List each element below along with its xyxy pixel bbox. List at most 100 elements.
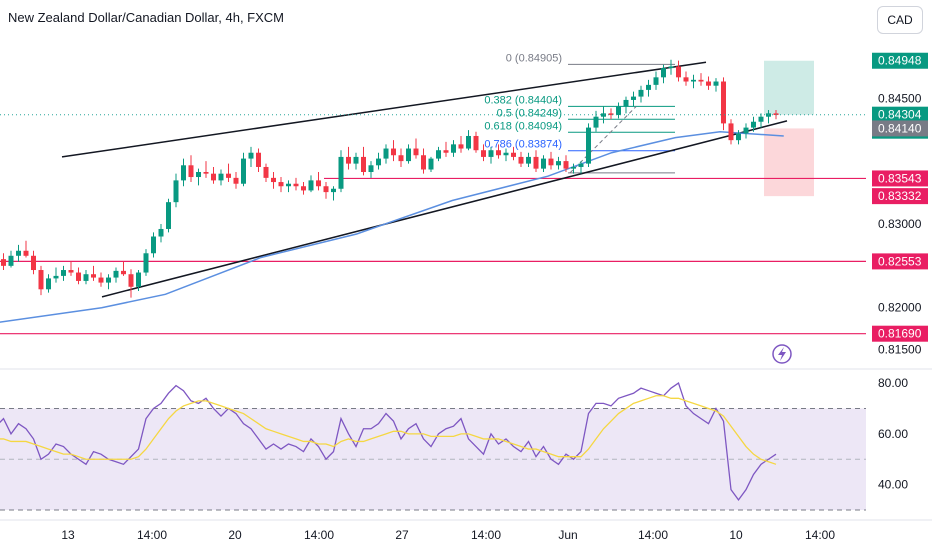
candle-body [301, 186, 306, 191]
candle-body [308, 180, 314, 191]
candle-body [106, 277, 111, 283]
candle-body [233, 177, 239, 184]
rsi-axis[interactable]: 80.00 60.00 40.00 [878, 376, 908, 492]
candle-body [646, 84, 651, 90]
horizontal-levels [0, 177, 866, 335]
candle-body [683, 77, 689, 82]
candle-body [76, 272, 81, 281]
candle-body [578, 163, 584, 167]
price-tag: 0.83332 [872, 188, 928, 205]
candle-body [1, 259, 6, 266]
candle-body [526, 156, 531, 164]
candle-body [256, 152, 261, 167]
candle-body [91, 274, 96, 278]
candle-body [31, 255, 36, 271]
price-tags: 0.849480.8430401:11:430.841400.835430.83… [872, 52, 928, 342]
price-tag: 0.82553 [872, 253, 928, 270]
candle-body [758, 116, 764, 122]
candle-body [128, 274, 134, 287]
candle-body [556, 161, 561, 166]
channel-lower-line [101, 120, 788, 298]
price-tag-label: 0.81690 [878, 327, 922, 341]
candle-body [428, 158, 434, 170]
candle-body [638, 89, 644, 97]
candle-body [503, 152, 509, 156]
candle-body [46, 278, 51, 290]
position-zones [764, 60, 814, 197]
lightning-icon[interactable] [772, 344, 792, 364]
candle-body [248, 152, 254, 159]
candle-body [323, 186, 329, 193]
time-tick-label: 20 [228, 528, 242, 542]
time-axis[interactable]: 13 14:00 20 14:00 27 14:00 Jun 14:00 10 14:00 [0, 519, 932, 542]
candle-body [458, 144, 464, 149]
candle-body [563, 161, 569, 169]
time-tick-label: 13 [61, 528, 75, 542]
candle-body [533, 156, 539, 169]
candle-body [83, 274, 89, 281]
price-tick-label: 0.82000 [878, 301, 922, 315]
candle-body [466, 135, 471, 149]
candle-body [16, 250, 21, 256]
fib-level-label: 0.382 (0.84404) [484, 94, 562, 106]
candle-body [608, 113, 614, 116]
candle-body [151, 236, 156, 254]
rsi-signal-line [0, 395, 777, 465]
candle-body [278, 182, 284, 187]
candle-body [211, 173, 216, 181]
candle-body [593, 116, 599, 128]
stop-zone [764, 128, 814, 197]
rsi-line [0, 382, 777, 501]
candle-body [143, 253, 149, 273]
price-tag-background [872, 188, 928, 205]
candle-body [23, 250, 29, 256]
candle-body [188, 165, 194, 178]
candle-body [541, 158, 546, 169]
candle-body [196, 172, 201, 178]
candle-body [518, 156, 524, 164]
candle-body [436, 150, 441, 159]
price-tag: 0.84304 [872, 106, 928, 123]
candle-body [413, 148, 419, 156]
price-tag: 0.84140 [872, 120, 928, 137]
candle-body [203, 172, 209, 174]
candle-body [451, 144, 456, 153]
candle-body [773, 113, 779, 116]
candle-body [271, 177, 276, 183]
rsi-indicator [0, 382, 866, 511]
price-tick-label: 0.83000 [878, 217, 922, 231]
price-tag-label: 0.82553 [878, 254, 922, 268]
candle-body [181, 165, 186, 181]
candle-body [53, 275, 59, 279]
candle-body [631, 96, 636, 100]
candle-body [113, 270, 119, 278]
candle-body [661, 68, 666, 78]
fib-level-label: 0.5 (0.84249) [497, 107, 562, 119]
time-tick-label: 14:00 [638, 528, 668, 542]
candle-body [361, 156, 366, 172]
currency-button[interactable]: CAD [877, 6, 923, 34]
candle-body [713, 81, 719, 86]
candle-body [368, 165, 374, 172]
price-tick-label: 0.84500 [878, 91, 922, 105]
candle-body [391, 148, 396, 156]
candle-body [383, 148, 389, 159]
candle-body [571, 166, 576, 169]
time-tick-label: 14:00 [805, 528, 835, 542]
moving-average [0, 131, 784, 323]
price-tick-label: 0.81500 [878, 343, 922, 357]
candle-body [353, 156, 359, 164]
moving-average-line [0, 131, 784, 323]
candle-body [316, 180, 321, 187]
candle-body [691, 79, 696, 82]
price-axis[interactable]: 0.84500 0.83000 0.82000 0.81500 [878, 91, 922, 356]
price-tag-background [872, 52, 928, 69]
candle-body [226, 173, 231, 178]
candle-body [331, 188, 336, 193]
price-channel[interactable] [61, 61, 788, 298]
price-tag: 0.84948 [872, 52, 928, 69]
channel-upper-line [61, 61, 707, 158]
candle-body [286, 183, 291, 187]
candle-body [511, 152, 516, 157]
